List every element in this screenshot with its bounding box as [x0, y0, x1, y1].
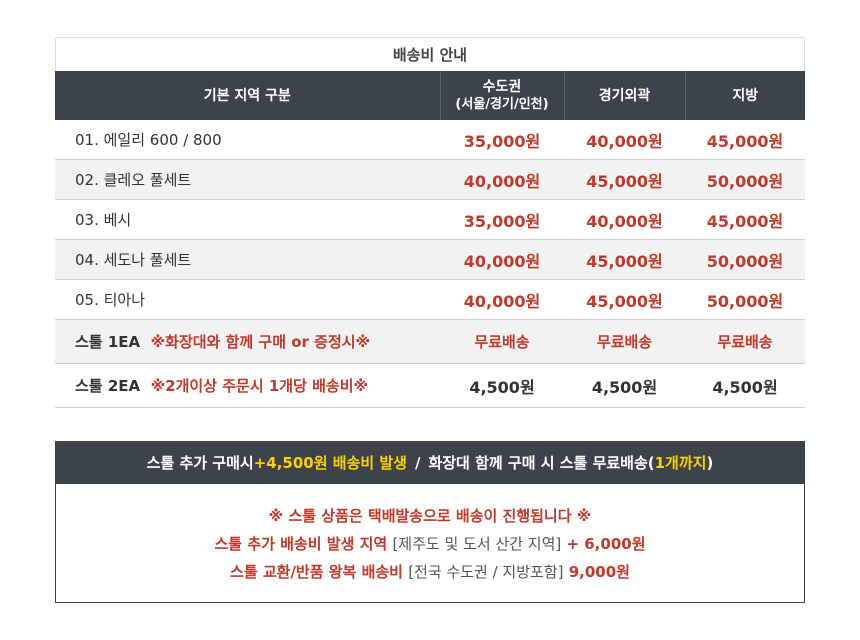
price-outer: 45,000원 — [564, 159, 685, 200]
price-provinces: 45,000원 — [685, 199, 805, 240]
row-name-label: 스툴 1EA — [75, 333, 141, 351]
table-row: 스툴 2EA ※2개이상 주문시 1개당 배송비※ 4,500원 4,500원 … — [55, 363, 805, 408]
table-row: 05. 티아나 40,000원 45,000원 50,000원 — [55, 279, 805, 320]
notice-head-text-1: 스툴 추가 구매시 — [146, 454, 254, 472]
notice-line-2: 스툴 추가 배송비 발생 지역 [제주도 및 도서 산간 지역] + 6,000… — [215, 533, 646, 554]
shipping-fee-section: 배송비 안내 기본 지역 구분 수도권 (서울/경기/인천) 경기외곽 지방 0… — [55, 37, 805, 408]
row-name: 02. 클레오 풀세트 — [55, 159, 440, 200]
price-metro: 40,000원 — [440, 159, 564, 200]
price-metro: 40,000원 — [440, 279, 564, 320]
price-metro: 무료배송 — [440, 319, 564, 364]
price-outer: 무료배송 — [564, 319, 685, 364]
price-outer: 4,500원 — [564, 363, 685, 408]
notice-body: ※ 스툴 상품은 택배발송으로 배송이 진행됩니다 ※ 스툴 추가 배송비 발생… — [55, 484, 805, 603]
notice-line-2-detail: [제주도 및 도서 산간 지역] — [392, 534, 562, 553]
price-provinces: 45,000원 — [685, 120, 805, 160]
row-name: 05. 티아나 — [55, 279, 440, 320]
price-provinces: 50,000원 — [685, 159, 805, 200]
shipping-fee-table: 기본 지역 구분 수도권 (서울/경기/인천) 경기외곽 지방 01. 에일리 … — [55, 71, 805, 408]
notice-line-2-label: 스툴 추가 배송비 발생 지역 — [214, 534, 388, 553]
notice-header: 스툴 추가 구매시 +4,500원 배송비 발생 / 화장대 함께 구매 시 스… — [55, 441, 805, 484]
header-metro: 수도권 (서울/경기/인천) — [440, 71, 565, 120]
notice-line-3-amount: 9,000원 — [568, 562, 630, 581]
notice-head-highlight-1: +4,500원 배송비 발생 — [253, 454, 407, 472]
notice-line-3-detail: [전국 수도권 / 지방포함] — [408, 562, 564, 581]
row-note: ※2개이상 주문시 1개당 배송비※ — [150, 377, 369, 395]
price-metro: 4,500원 — [440, 363, 564, 408]
price-metro: 40,000원 — [440, 239, 564, 280]
notice-line-2-amount: + 6,000원 — [566, 534, 646, 553]
stool-notice-box: 스툴 추가 구매시 +4,500원 배송비 발생 / 화장대 함께 구매 시 스… — [55, 441, 805, 603]
row-name: 01. 에일리 600 / 800 — [55, 120, 440, 160]
table-row: 스툴 1EA ※화장대와 함께 구매 or 증정시※ 무료배송 무료배송 무료배… — [55, 319, 805, 364]
price-metro: 35,000원 — [440, 120, 564, 160]
notice-line-1: ※ 스툴 상품은 택배발송으로 배송이 진행됩니다 ※ — [268, 506, 592, 525]
notice-line-3: 스툴 교환/반품 왕복 배송비 [전국 수도권 / 지방포함] 9,000원 — [230, 561, 630, 582]
table-row: 04. 세도나 풀세트 40,000원 45,000원 50,000원 — [55, 239, 805, 280]
table-row: 02. 클레오 풀세트 40,000원 45,000원 50,000원 — [55, 159, 805, 200]
row-name: 스툴 1EA ※화장대와 함께 구매 or 증정시※ — [55, 319, 440, 364]
row-name: 03. 베시 — [55, 199, 440, 240]
price-outer: 40,000원 — [564, 199, 685, 240]
notice-head-text-3: ) — [706, 453, 714, 472]
notice-head-separator: / — [414, 453, 421, 472]
notice-line-3-label: 스툴 교환/반품 왕복 배송비 — [230, 562, 403, 581]
table-title: 배송비 안내 — [55, 37, 805, 71]
price-outer: 45,000원 — [564, 279, 685, 320]
header-metro-sub: (서울/경기/인천) — [455, 96, 549, 112]
row-name: 04. 세도나 풀세트 — [55, 239, 440, 280]
table-row: 03. 베시 35,000원 40,000원 45,000원 — [55, 199, 805, 240]
header-region: 기본 지역 구분 — [55, 71, 441, 120]
price-metro: 35,000원 — [440, 199, 564, 240]
table-row: 01. 에일리 600 / 800 35,000원 40,000원 45,000… — [55, 120, 805, 160]
price-provinces: 4,500원 — [685, 363, 805, 408]
notice-head-text-2: 화장대 함께 구매 시 스툴 무료배송( — [428, 454, 655, 472]
header-gyeonggi-outer: 경기외곽 — [564, 71, 686, 120]
price-provinces: 무료배송 — [685, 319, 805, 364]
price-outer: 40,000원 — [564, 120, 685, 160]
price-provinces: 50,000원 — [685, 279, 805, 320]
row-name: 스툴 2EA ※2개이상 주문시 1개당 배송비※ — [55, 363, 440, 408]
header-metro-label: 수도권 — [482, 78, 522, 95]
price-outer: 45,000원 — [564, 239, 685, 280]
price-provinces: 50,000원 — [685, 239, 805, 280]
row-note: ※화장대와 함께 구매 or 증정시※ — [150, 333, 371, 351]
header-provinces: 지방 — [685, 71, 805, 120]
notice-head-highlight-2: 1개까지 — [654, 454, 707, 472]
table-header-row: 기본 지역 구분 수도권 (서울/경기/인천) 경기외곽 지방 — [55, 71, 805, 120]
row-name-label: 스툴 2EA — [75, 377, 141, 395]
